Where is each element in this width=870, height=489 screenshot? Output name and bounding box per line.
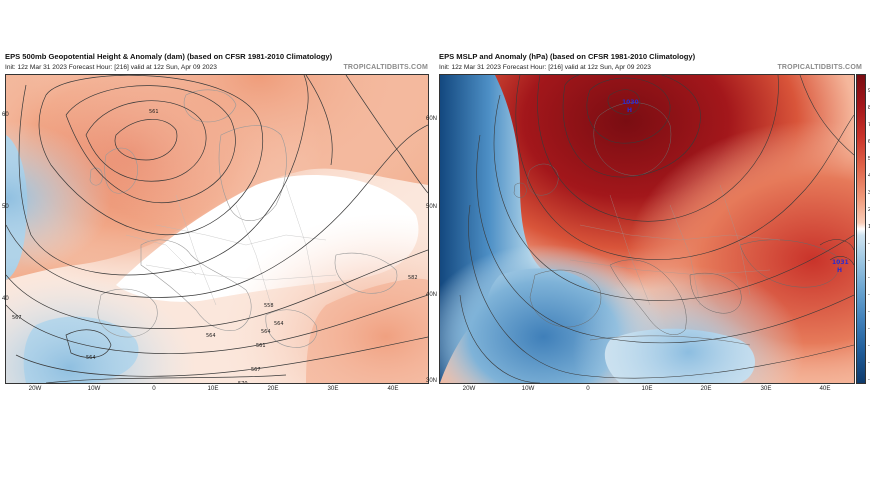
mslp-subtitle: Init: 12z Mar 31 2023 Forecast Hour: [21… [439, 64, 651, 71]
mslp-credit: TROPICALTIDBITS.COM [777, 64, 862, 71]
colorbar-label: -8 [868, 360, 870, 366]
colorbar-label: 3 [868, 190, 870, 196]
z500-contour-label: 567 [251, 367, 261, 373]
z500-title: EPS 500mb Geopotential Height & Anomaly … [5, 52, 333, 61]
mslp-map: 1030 H 1031 H [439, 74, 855, 384]
z500-lat-label: 50 [2, 204, 9, 210]
z500-coastlines [89, 89, 398, 348]
z500-contour-label: 564 [261, 329, 271, 335]
colorbar-label: -9 [868, 377, 870, 383]
high-pressure-value: 1031 [832, 259, 849, 266]
mslp-isobars [459, 75, 854, 383]
z500-contour-label: 564 [86, 355, 96, 361]
mslp-lon-label: 0 [586, 385, 590, 392]
z500-lon-label: 30E [327, 385, 339, 392]
mslp-colorbar [856, 74, 866, 384]
colorbar-label: -6 [868, 326, 870, 332]
z500-contour-label: 564 [206, 333, 216, 339]
mslp-high-1030: 1030 H [622, 99, 639, 114]
z500-credit: TROPICALTIDBITS.COM [343, 64, 428, 71]
mslp-high-1031: 1031 H [832, 259, 849, 274]
mslp-panel: EPS MSLP and Anomaly (hPa) (based on CFS… [426, 52, 870, 397]
mslp-title: EPS MSLP and Anomaly (hPa) (based on CFS… [439, 52, 696, 61]
z500-subtitle: Init: 12z Mar 31 2023 Forecast Hour: [21… [5, 64, 217, 71]
colorbar-label: 1 [868, 224, 870, 230]
colorbar-label: 2 [868, 207, 870, 213]
colorbar-label: -5 [868, 309, 870, 315]
z500-contours [6, 75, 428, 383]
colorbar-label: 7 [868, 122, 870, 128]
mslp-lon-label: 30E [760, 385, 772, 392]
z500-lon-label: 40E [387, 385, 399, 392]
colorbar-label: 6 [868, 139, 870, 145]
z500-panel: EPS 500mb Geopotential Height & Anomaly … [2, 52, 432, 397]
z500-contour-label: 558 [264, 303, 274, 309]
colorbar-label: 9 [868, 88, 870, 94]
mslp-lat-label: 50N [426, 204, 438, 210]
z500-contour-label: 567 [12, 315, 22, 321]
z500-lat-label: 40 [2, 296, 9, 302]
z500-contour-label: 564 [274, 321, 284, 327]
z500-sw-glow [6, 75, 428, 383]
colorbar-label: -7 [868, 343, 870, 349]
z500-contour-label: 570 [238, 381, 248, 383]
colorbar-label: 5 [868, 156, 870, 162]
z500-contour-label: 582 [408, 275, 418, 281]
mslp-med-glow [440, 75, 854, 383]
z500-lat-label: 60 [2, 112, 9, 118]
colorbar-label: -4 [868, 292, 870, 298]
z500-lon-label: 10E [207, 385, 219, 392]
mslp-lon-label: 10E [641, 385, 653, 392]
colorbar-label: 4 [868, 173, 870, 179]
z500-map: 561 567 564 561 564 567 570 558 582 564 … [5, 74, 429, 384]
high-pressure-letter: H [837, 267, 842, 274]
z500-map-svg: 561 567 564 561 564 567 570 558 582 564 … [6, 75, 428, 383]
z500-lon-label: 20W [28, 385, 42, 392]
mslp-map-svg: 1030 H 1031 H [440, 75, 854, 383]
mslp-lat-label: 60N [426, 116, 438, 122]
z500-lon-label: 10W [87, 385, 101, 392]
colorbar-label: -2 [868, 258, 870, 264]
colorbar-label: 8 [868, 105, 870, 111]
colorbar-label: -3 [868, 275, 870, 281]
mslp-lon-label: 40E [819, 385, 831, 392]
high-pressure-value: 1030 [622, 99, 639, 106]
z500-contour-labels: 561 567 564 561 564 567 570 558 582 564 … [12, 109, 418, 383]
z500-contour-label: 561 [149, 109, 159, 115]
high-pressure-letter: H [627, 107, 632, 114]
mslp-lon-label: 10W [521, 385, 535, 392]
mslp-lon-label: 20E [700, 385, 712, 392]
mslp-lat-label: 40N [426, 292, 438, 298]
z500-lon-label: 20E [267, 385, 279, 392]
mslp-lat-label: 30N [426, 378, 438, 384]
mslp-lon-label: 20W [462, 385, 476, 392]
colorbar-label: -1 [868, 241, 870, 247]
z500-lon-label: 0 [152, 385, 156, 392]
z500-contour-label: 561 [256, 343, 266, 349]
